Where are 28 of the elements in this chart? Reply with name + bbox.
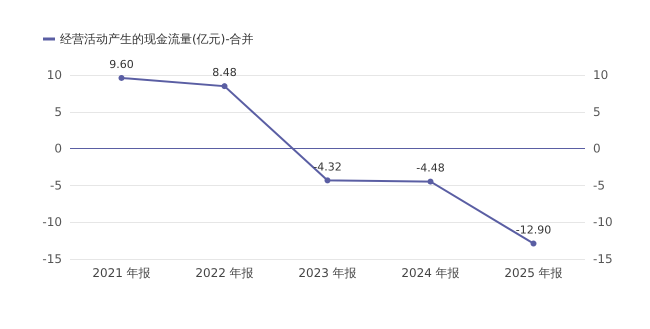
y2-tick-label: -15 xyxy=(593,252,613,266)
y-tick-label: 0 xyxy=(54,142,62,156)
x-tick-label: 2023 年报 xyxy=(298,266,357,280)
x-tick-label: 2021 年报 xyxy=(92,266,151,280)
point xyxy=(530,240,536,247)
data-label: 9.60 xyxy=(109,58,134,71)
y-tick-label: 10 xyxy=(46,68,62,82)
data-label: -12.90 xyxy=(516,224,552,237)
point xyxy=(222,83,228,90)
y-tick-label: 5 xyxy=(54,104,62,119)
x-tick-label: 2024 年报 xyxy=(401,266,460,280)
point xyxy=(324,177,330,184)
point xyxy=(118,74,124,81)
y2-tick-label: 10 xyxy=(593,68,608,82)
y2-tick-label: 0 xyxy=(593,142,601,156)
x-tick-label: 2025 年报 xyxy=(504,266,563,280)
data-label: -4.32 xyxy=(313,160,342,174)
legend-label: 经营活动产生的现金流量(亿元)-合并 xyxy=(60,32,254,46)
y2-tick-label: -10 xyxy=(593,215,613,230)
y-tick-label: -10 xyxy=(42,215,62,230)
y-tick-label: -15 xyxy=(42,252,62,266)
data-label: 8.48 xyxy=(212,66,237,80)
point xyxy=(428,178,434,185)
y2-tick-label: 5 xyxy=(593,104,601,119)
data-label: -4.48 xyxy=(416,162,445,175)
x-tick-label: 2022 年报 xyxy=(195,266,254,280)
y-tick-label: -5 xyxy=(50,178,62,192)
y2-tick-label: -5 xyxy=(593,178,605,192)
